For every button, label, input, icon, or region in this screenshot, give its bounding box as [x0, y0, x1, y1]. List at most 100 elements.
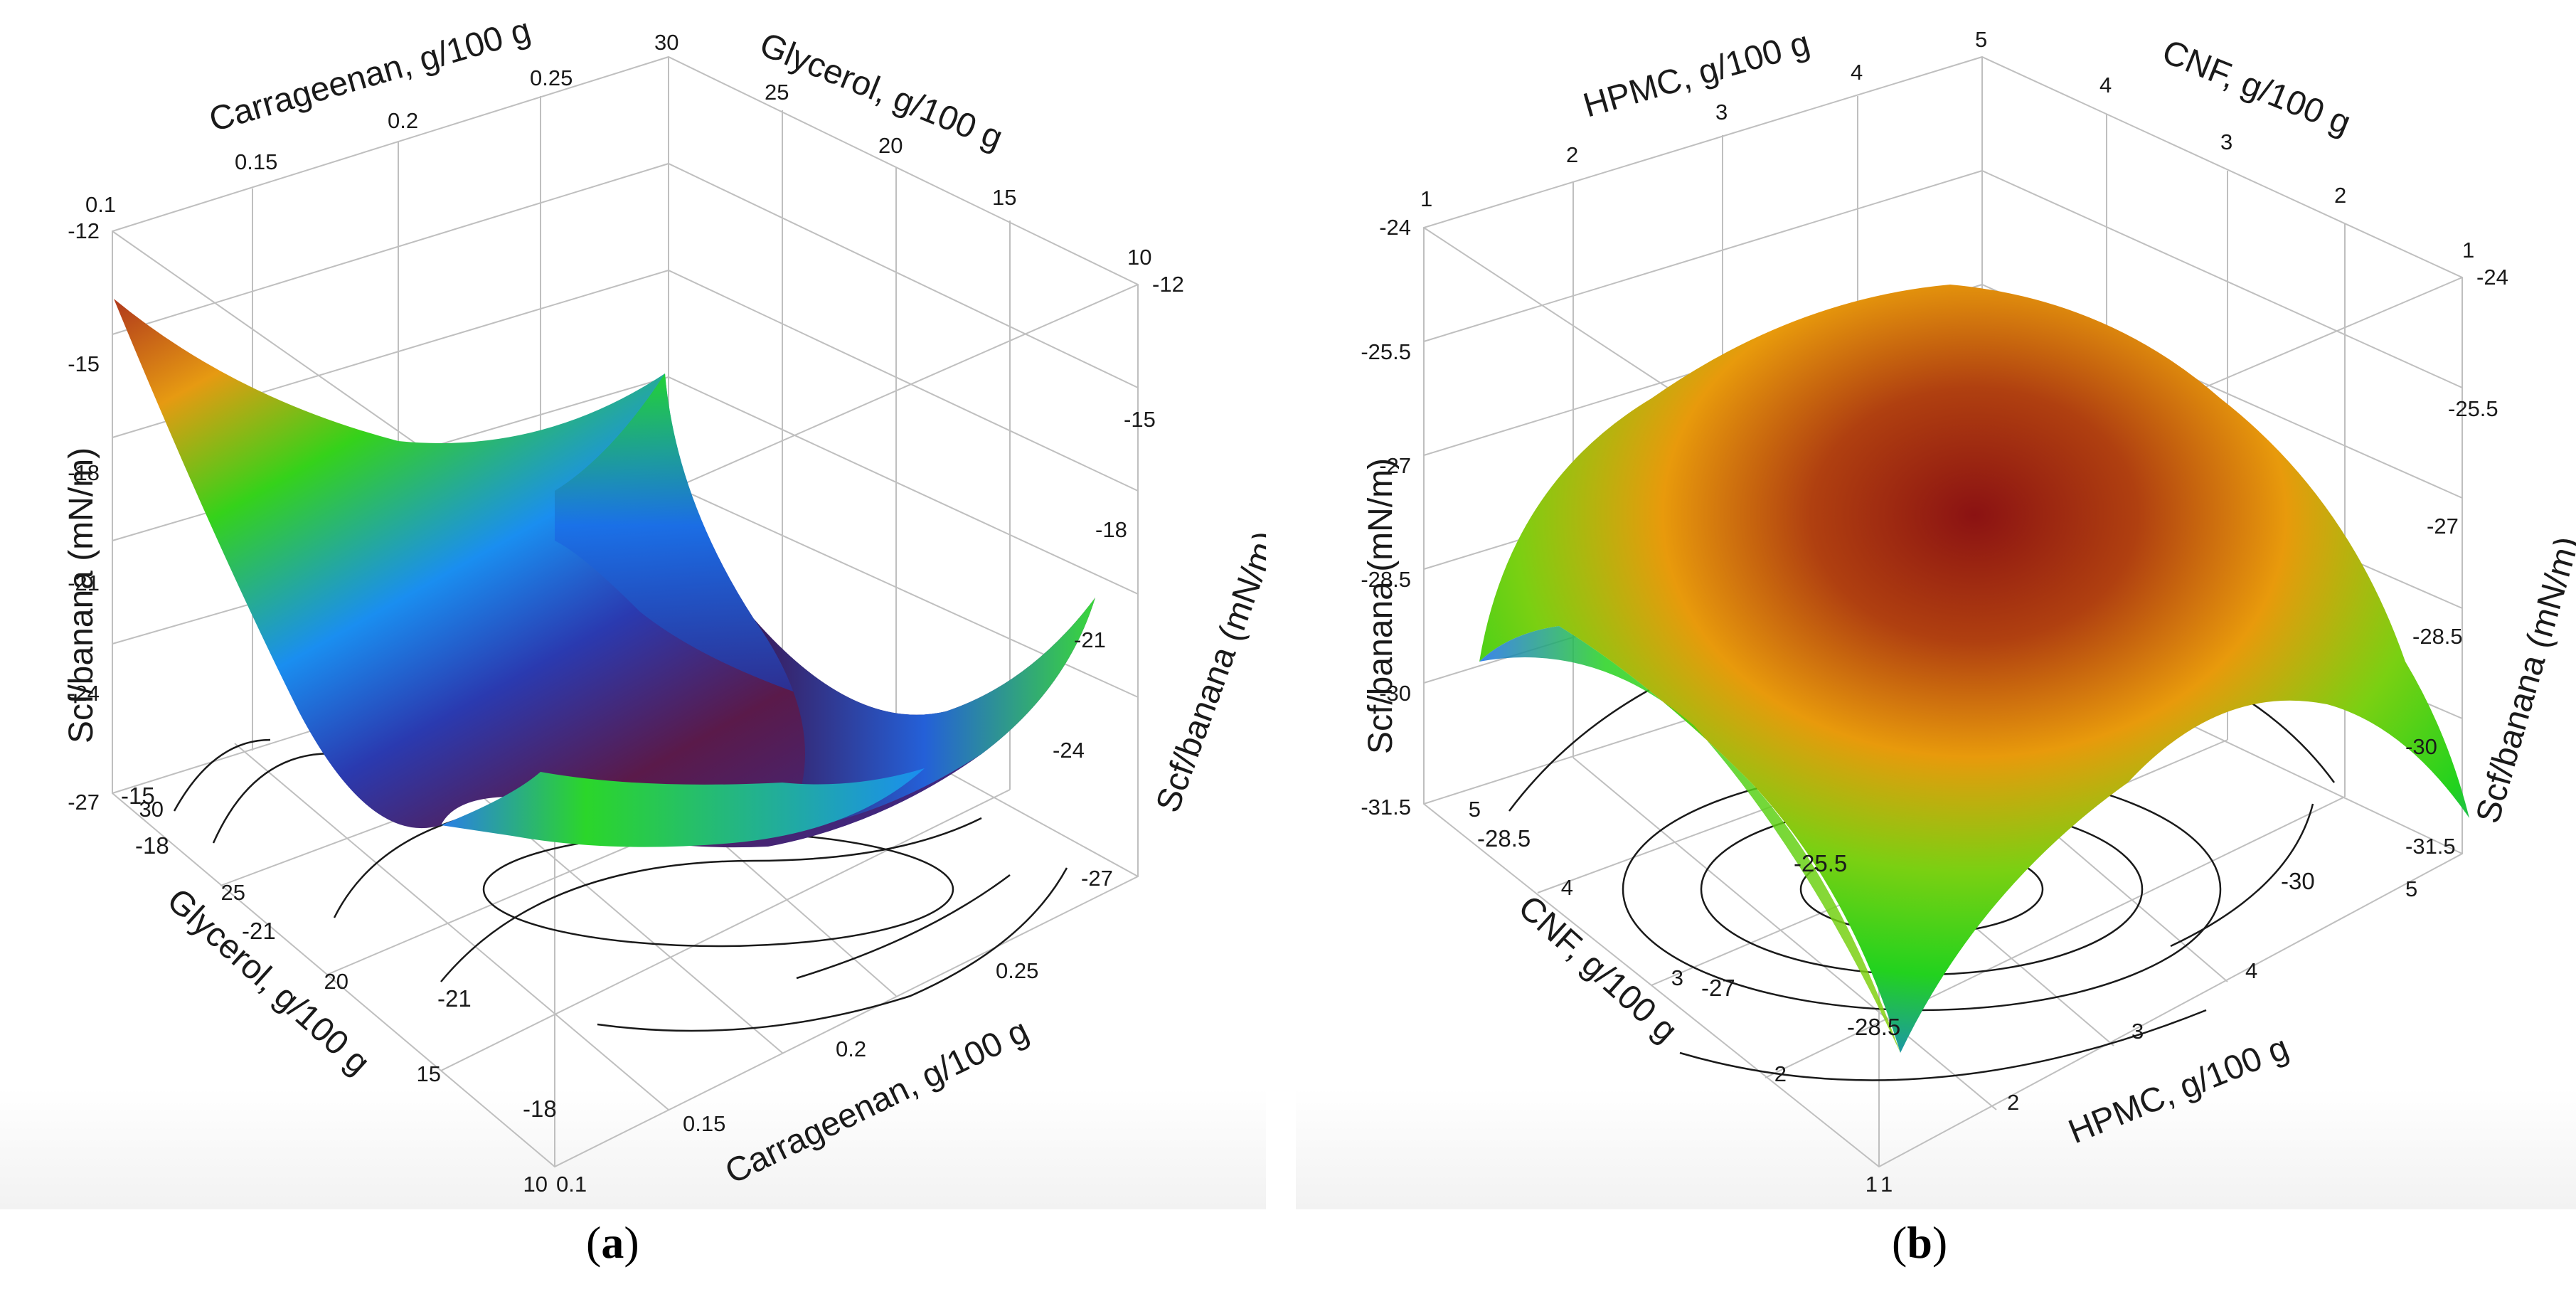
- tick-a-fx-0: 0.1: [556, 1172, 587, 1197]
- tick-b-bx-3: 4: [1851, 60, 1863, 85]
- tick-b-fy-1: 4: [1561, 875, 1573, 900]
- back-y-ticks-b: 4 3 2 1: [2099, 73, 2474, 263]
- contour-label-a-2: -21: [242, 918, 276, 944]
- tick-a-lz-1: -15: [68, 351, 100, 376]
- contour-label-a-3: -21: [437, 985, 472, 1012]
- surface-a: [114, 299, 1095, 848]
- tick-b-fy-2: 3: [1671, 965, 1683, 990]
- left-z-ticks-b: -24 -25.5 -27 -28.5 -30 -31.5: [1361, 215, 1411, 820]
- tick-b-fx-1: 2: [2007, 1090, 2019, 1115]
- axis-title-b-back-y: CNF, g/100 g: [2157, 33, 2356, 142]
- chart-b: 1 2 3 4 5 4 3 2 1 -24 -25.5 -27 -28.5 -3…: [1361, 24, 2576, 1197]
- tick-b-fy-4: 1: [1866, 1172, 1878, 1197]
- contour-label-a-0: -15: [121, 783, 155, 809]
- tick-a-fy-2: 20: [324, 969, 348, 994]
- axis-title-b-back-x: HPMC, g/100 g: [1579, 24, 1814, 124]
- axis-title-a-right-z: Scf/banana (mN/m): [1149, 526, 1266, 817]
- tick-a-bx-1: 0.15: [235, 149, 277, 174]
- contour-label-b-1: -25.5: [1794, 850, 1847, 876]
- tick-a-lz-2: -18: [68, 460, 100, 485]
- caption-a-letter: a: [601, 1217, 624, 1268]
- front-y-ticks-b: 5 4 3 2 1: [1469, 797, 1878, 1197]
- front-y-ticks-a: 30 25 20 15 10: [139, 797, 548, 1197]
- tick-a-lz-0: -12: [68, 218, 100, 243]
- back-x-ticks-a: 0.1 0.15 0.2 0.25 30: [85, 30, 678, 217]
- tick-a-by-2: 15: [992, 185, 1016, 210]
- tick-a-bx-0: 0.1: [85, 192, 116, 217]
- axis-title-b-left-z: Scf/banana (mN/m): [1362, 458, 1400, 754]
- tick-b-bx-1: 2: [1566, 142, 1578, 167]
- contour-label-b-2: -27: [1701, 975, 1735, 1001]
- tick-b-by-3: 1: [2462, 238, 2474, 263]
- contour-label-b-0: -28.5: [1477, 825, 1531, 852]
- caption-b-letter: b: [1907, 1217, 1932, 1268]
- surface-a-right: [754, 598, 1095, 832]
- panel-a: 0.1 0.15 0.2 0.25 30 25 20 15 10 -12 -15…: [0, 0, 1266, 1209]
- tick-b-rz-4: -30: [2405, 734, 2437, 759]
- chart-a: 0.1 0.15 0.2 0.25 30 25 20 15 10 -12 -15…: [63, 11, 1266, 1197]
- contour-label-a-1: -18: [135, 832, 169, 859]
- right-z-ticks-b: -24 -25.5 -27 -28.5 -30 -31.5: [2405, 265, 2508, 859]
- axis-title-a-left-z: Scf/banana (mN/m): [63, 447, 100, 743]
- tick-a-fy-4: 10: [523, 1172, 548, 1197]
- tick-a-rz-1: -15: [1124, 407, 1156, 432]
- tick-b-by-2: 2: [2334, 183, 2346, 208]
- box-frame-a: [112, 55, 1139, 1168]
- tick-a-bx-2: 0.2: [388, 108, 418, 133]
- tick-a-fx-3: 0.25: [996, 958, 1038, 983]
- tick-b-lz-2: -27: [1379, 453, 1411, 478]
- surface-a-lip: [441, 768, 925, 847]
- tick-a-by-3: 10: [1127, 245, 1151, 270]
- tick-b-rz-5: -31.5: [2405, 834, 2456, 859]
- tick-b-bx-0: 1: [1420, 186, 1432, 211]
- tick-b-lz-4: -30: [1379, 681, 1411, 706]
- surface-a-back: [555, 373, 853, 711]
- tick-a-rz-0: -12: [1152, 272, 1184, 297]
- front-x-ticks-a: 0.1 0.15 0.2 0.25: [556, 958, 1038, 1197]
- tick-b-fx-4: 5: [2405, 876, 2417, 901]
- tick-b-fy-0: 5: [1469, 797, 1481, 822]
- tick-a-lz-3: -21: [68, 571, 100, 595]
- back-x-ticks-b: 1 2 3 4 5: [1420, 27, 1987, 211]
- tick-b-by-1: 3: [2220, 129, 2232, 154]
- tick-b-fx-3: 4: [2245, 958, 2257, 983]
- right-z-ticks-a: -12 -15 -18 -21 -24 -27: [1053, 272, 1184, 891]
- tick-b-bx-2: 3: [1715, 100, 1728, 124]
- caption-a: (a): [586, 1217, 639, 1268]
- tick-b-lz-1: -25.5: [1361, 339, 1411, 364]
- tick-b-fx-2: 3: [2131, 1019, 2144, 1044]
- panel-b: 1 2 3 4 5 4 3 2 1 -24 -25.5 -27 -28.5 -3…: [1296, 0, 2576, 1209]
- tick-a-rz-5: -27: [1081, 866, 1113, 891]
- caption-b: (b): [1892, 1217, 1948, 1268]
- surface-b: [1479, 285, 2469, 1053]
- axis-title-a-back-x: Carrageenan, g/100 g: [205, 11, 535, 139]
- tick-b-fx-0: 1: [1880, 1172, 1893, 1197]
- tick-a-fy-0: 30: [139, 797, 164, 822]
- tick-a-fx-2: 0.2: [836, 1036, 866, 1061]
- tick-a-fy-1: 25: [221, 880, 245, 905]
- tick-a-lz-5: -27: [68, 790, 100, 815]
- axis-title-b-right-z: Scf/banana (mN/m): [2469, 532, 2576, 827]
- tick-a-rz-2: -18: [1095, 517, 1127, 542]
- contour-labels-b: -28.5 -25.5 -27 -28.5 -30: [1477, 825, 2315, 1040]
- tick-b-rz-2: -27: [2427, 514, 2459, 539]
- tick-b-rz-1: -25.5: [2448, 396, 2498, 421]
- tick-a-bx-4: 30: [654, 30, 678, 55]
- tick-a-by-1: 20: [878, 133, 903, 158]
- tick-a-by-0: 25: [765, 80, 789, 105]
- tick-a-fx-1: 0.15: [683, 1111, 725, 1136]
- tick-b-rz-3: -28.5: [2412, 624, 2463, 649]
- contour-label-b-3: -28.5: [1847, 1014, 1900, 1040]
- surface-b-main: [1479, 285, 2469, 1053]
- tick-b-lz-3: -28.5: [1361, 567, 1411, 592]
- tick-a-lz-4: -24: [68, 681, 100, 706]
- contour-labels-a: -15 -18 -21 -21 -18: [121, 783, 557, 1122]
- tick-b-lz-5: -31.5: [1361, 795, 1411, 820]
- tick-b-lz-0: -24: [1379, 215, 1411, 240]
- front-x-ticks-b: 1 2 3 4 5: [1880, 876, 2417, 1197]
- tick-a-rz-4: -24: [1053, 738, 1085, 763]
- tick-a-bx-3: 0.25: [530, 65, 573, 90]
- tick-a-rz-3: -21: [1074, 627, 1106, 652]
- tick-b-bx-4: 5: [1975, 27, 1987, 52]
- tick-b-rz-0: -24: [2476, 265, 2508, 290]
